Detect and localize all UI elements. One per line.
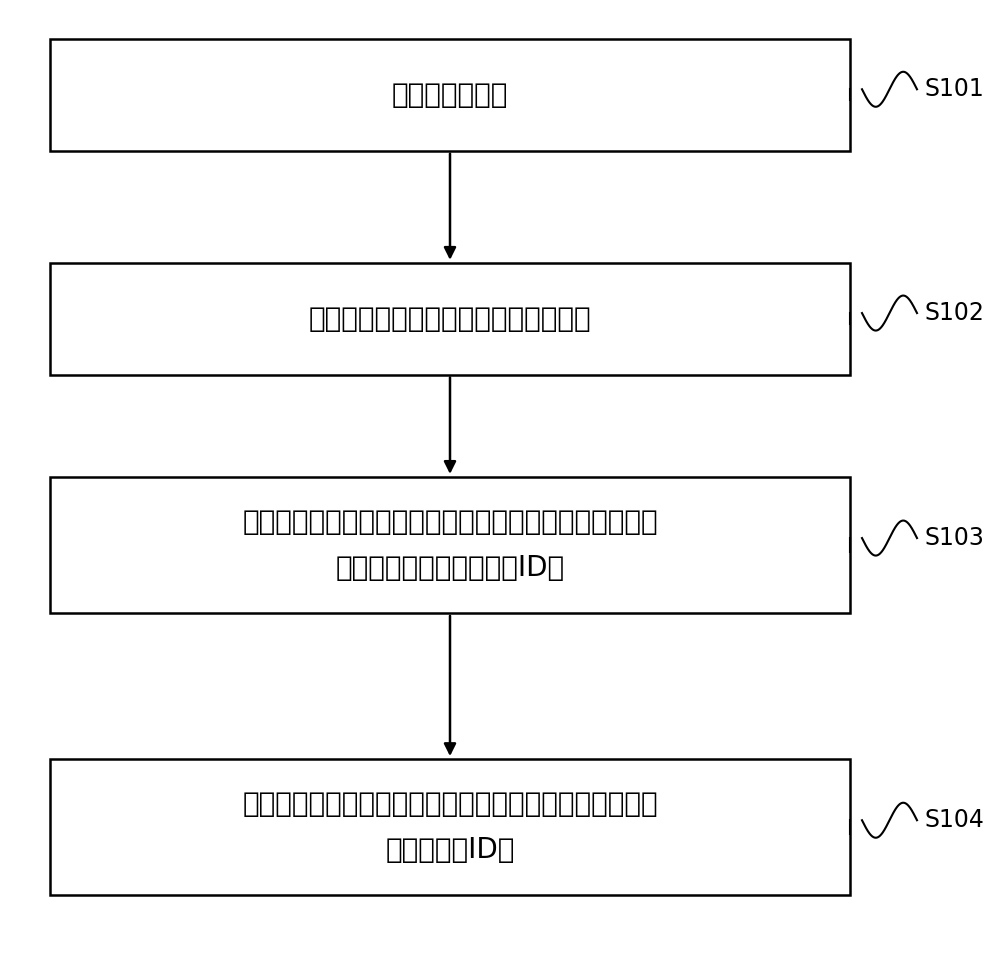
FancyBboxPatch shape xyxy=(50,477,850,613)
Text: S102: S102 xyxy=(925,301,985,325)
FancyBboxPatch shape xyxy=(50,263,850,375)
Text: 确定令牌链表是否为空，上述令牌链表包括多个节点，一
个上述节点对应一个令牌ID；: 确定令牌链表是否为空，上述令牌链表包括多个节点，一 个上述节点对应一个令牌ID； xyxy=(242,508,658,582)
Text: S104: S104 xyxy=(925,809,985,832)
Text: S101: S101 xyxy=(925,77,985,101)
Text: 使用互斥体将上述请求进程上锁保护；: 使用互斥体将上述请求进程上锁保护； xyxy=(309,305,591,333)
FancyBboxPatch shape xyxy=(50,39,850,151)
Text: 在上述令牌链表不为空的情况下，为上述请求进程分发一
个上述令牌ID。: 在上述令牌链表不为空的情况下，为上述请求进程分发一 个上述令牌ID。 xyxy=(242,790,658,864)
Text: S103: S103 xyxy=(925,526,985,550)
Text: 接收请求进程；: 接收请求进程； xyxy=(392,81,508,109)
FancyBboxPatch shape xyxy=(50,759,850,895)
